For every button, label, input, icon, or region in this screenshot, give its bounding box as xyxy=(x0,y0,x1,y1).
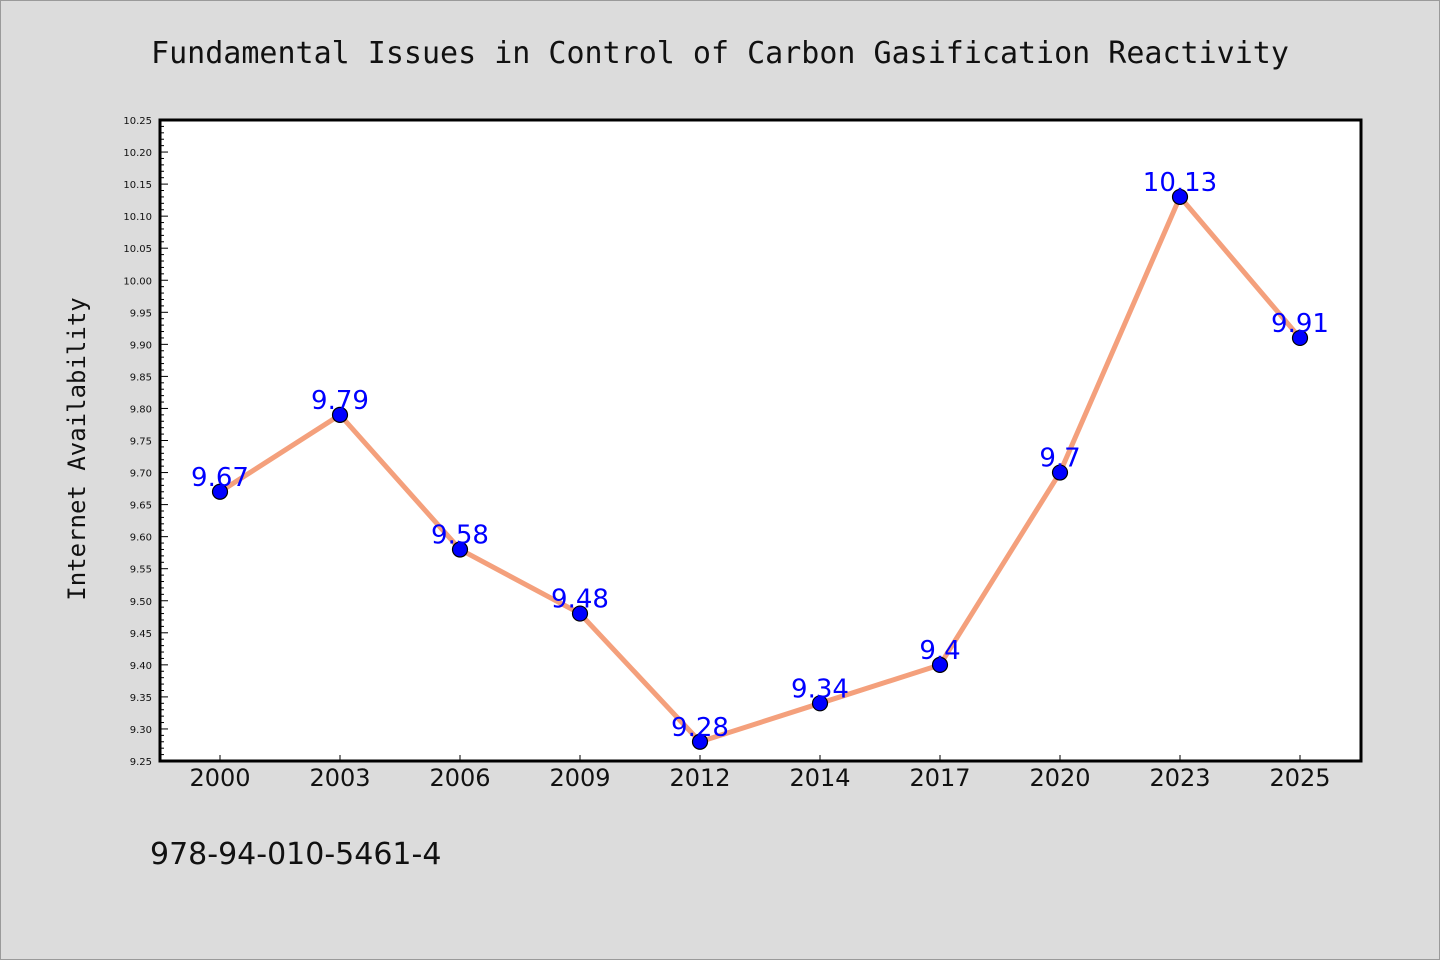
data-point xyxy=(931,656,949,673)
data-point xyxy=(571,605,589,622)
y-tick-label: 9.80 xyxy=(130,404,152,415)
data-label: 9.79 xyxy=(311,386,369,416)
y-tick-label: 9.40 xyxy=(130,661,152,672)
y-tick-label: 9.55 xyxy=(130,565,152,576)
x-tick-label: 2014 xyxy=(789,764,850,792)
data-point xyxy=(211,483,229,500)
y-axis-ticks: 9.25 9.30 9.35 9.40 9.45 9.50 9.55 9.60 9.65 9.70… xyxy=(123,116,168,768)
x-tick-label: 2009 xyxy=(549,764,610,792)
x-tick-label: 2012 xyxy=(669,764,730,792)
y-tick-label: 10.15 xyxy=(123,180,152,191)
data-label: 9.34 xyxy=(791,674,849,704)
x-tick-label: 2020 xyxy=(1029,764,1090,792)
y-tick-label: 9.60 xyxy=(130,533,152,544)
y-tick-label: 9.65 xyxy=(130,501,152,512)
y-tick-label: 9.70 xyxy=(130,469,152,480)
x-tick-label: 2006 xyxy=(429,764,490,792)
y-tick-label: 9.75 xyxy=(130,437,152,448)
isbn-text: 978-94-010-5461-4 xyxy=(150,837,441,872)
y-tick-label: 9.95 xyxy=(130,308,152,319)
data-point xyxy=(1171,188,1189,206)
data-label: 10.13 xyxy=(1143,168,1217,198)
series-line xyxy=(217,194,1303,745)
y-tick-label: 9.35 xyxy=(130,693,152,704)
plot-area xyxy=(158,118,1363,763)
data-label: 9.4 xyxy=(919,636,960,666)
chart-title: Fundamental Issues in Control of Carbon … xyxy=(151,36,1289,71)
y-tick-label: 10.05 xyxy=(123,244,152,255)
y-tick-label: 9.90 xyxy=(130,340,152,351)
y-tick-label: 10.25 xyxy=(123,116,152,127)
data-point xyxy=(691,733,709,750)
y-tick-label: 9.45 xyxy=(130,629,152,640)
data-point xyxy=(811,695,829,712)
y-tick-label: 9.50 xyxy=(130,597,152,608)
x-tick-label: 2000 xyxy=(189,764,250,792)
x-tick-label: 2003 xyxy=(309,764,370,792)
x-tick-label: 2017 xyxy=(909,764,970,792)
data-point xyxy=(1291,329,1309,347)
data-label: 9.91 xyxy=(1271,309,1329,339)
y-tick-label: 10.20 xyxy=(123,148,152,159)
data-label: 9.67 xyxy=(191,463,249,493)
y-axis-label: Internet Availability xyxy=(63,297,91,600)
data-label: 9.58 xyxy=(431,520,489,550)
y-tick-label: 10.00 xyxy=(123,276,152,287)
y-tick-label: 10.10 xyxy=(123,212,152,223)
y-tick-label: 9.25 xyxy=(130,757,152,768)
x-tick-label: 2023 xyxy=(1149,764,1210,792)
data-label: 9.28 xyxy=(671,713,729,743)
series-group: 9.67 9.79 9.58 9.48 9.28 9.34 9.4 9.7 10.13 9.91 xyxy=(191,168,1329,750)
data-point xyxy=(1051,464,1069,481)
data-label: 9.48 xyxy=(551,585,609,615)
data-point xyxy=(451,541,469,558)
x-tick-label: 2025 xyxy=(1269,764,1330,792)
data-label: 9.7 xyxy=(1039,444,1080,474)
y-tick-label: 9.85 xyxy=(130,372,152,383)
y-tick-label: 9.30 xyxy=(130,725,152,736)
x-axis-ticks: 2000 2003 2006 2009 2012 2014 2017 2020 2023 2025 xyxy=(189,755,1331,792)
data-point xyxy=(331,406,349,423)
